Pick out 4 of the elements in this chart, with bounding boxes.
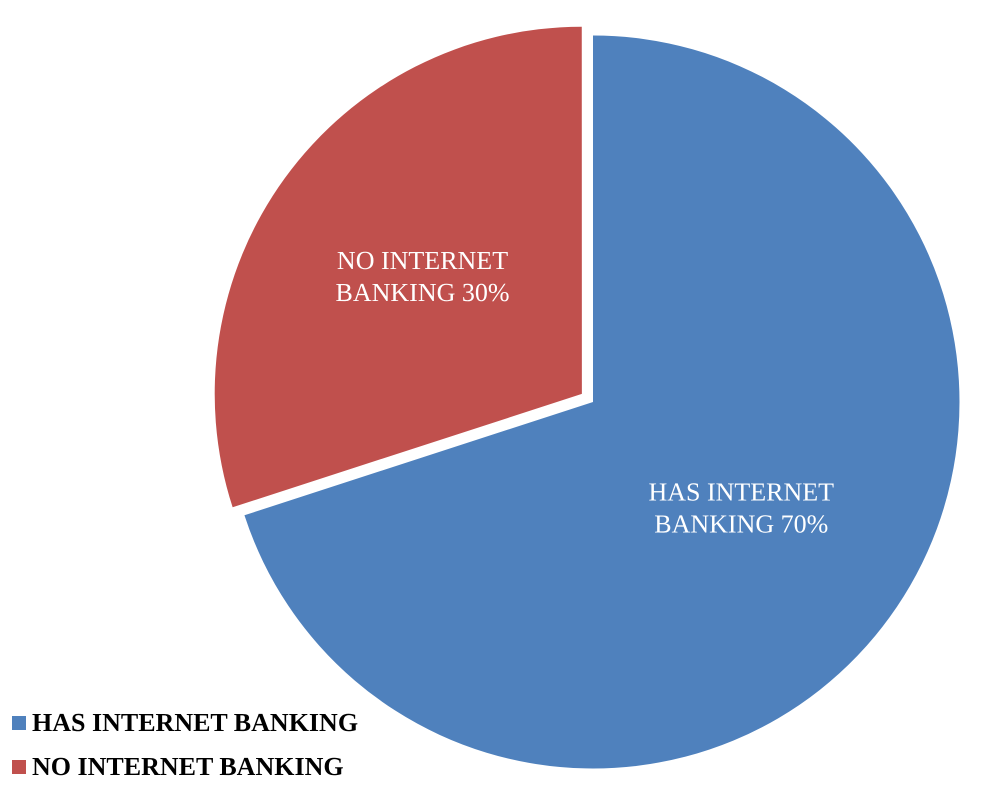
legend-label: HAS INTERNET BANKING [32, 708, 358, 738]
data-label: NO INTERNET BANKING 30% [335, 246, 510, 307]
legend-label: NO INTERNET BANKING [32, 752, 344, 782]
data-label: HAS INTERNET BANKING 70% [648, 478, 834, 539]
